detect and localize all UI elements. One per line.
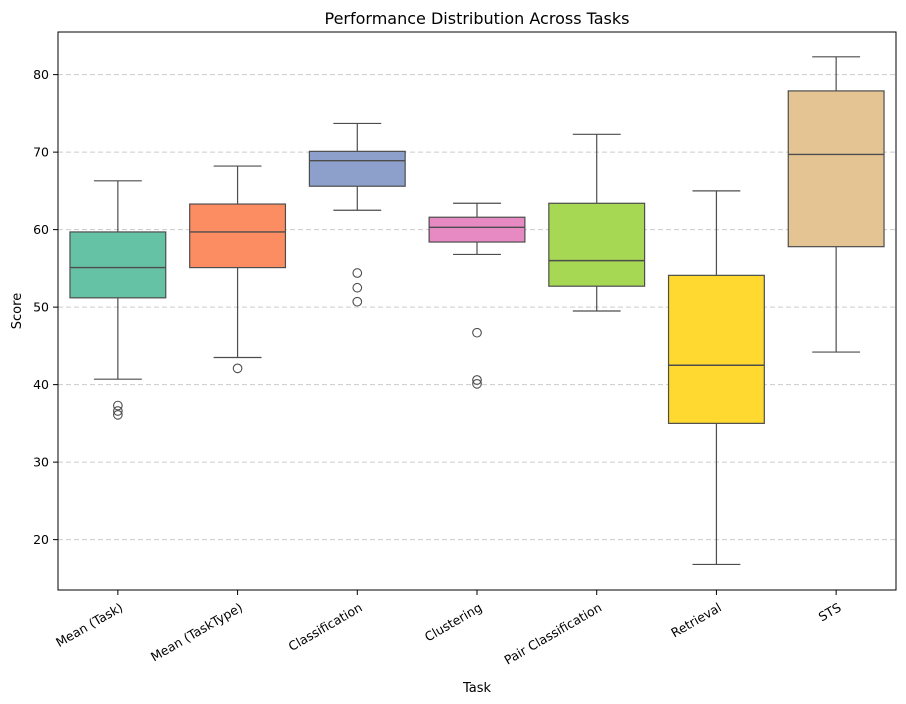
- outlier-point: [232, 363, 243, 374]
- box: [787, 90, 885, 248]
- plot-frame: [57, 31, 897, 591]
- x-tick-label: Pair Classification: [502, 600, 605, 668]
- box: [548, 202, 646, 287]
- x-tick-label: Mean (TaskType): [148, 600, 245, 665]
- box: [69, 231, 167, 299]
- y-axis-label: Score: [10, 293, 25, 329]
- y-tick-label: 40: [33, 377, 49, 392]
- outlier-point: [472, 327, 482, 338]
- box: [189, 203, 287, 269]
- box-group: [69, 180, 167, 420]
- box-group: [189, 165, 287, 374]
- box-group: [667, 190, 765, 566]
- x-tick-label: Clustering: [422, 600, 485, 645]
- y-tick-label: 80: [33, 67, 49, 82]
- outlier-point: [352, 282, 363, 293]
- outlier-point: [113, 406, 123, 416]
- y-tick-label: 60: [33, 222, 49, 237]
- box: [667, 274, 765, 424]
- x-tick-label: Retrieval: [668, 600, 724, 641]
- y-tick-label: 20: [33, 532, 49, 547]
- x-tick-label: Classification: [286, 600, 365, 654]
- y-tick-label: 30: [33, 455, 49, 470]
- x-axis-label: Task: [462, 681, 492, 696]
- y-tick-label: 50: [33, 300, 49, 315]
- outlier-point: [352, 268, 363, 278]
- outlier-point: [472, 379, 482, 389]
- chart-title: Performance Distribution Across Tasks: [324, 9, 629, 28]
- box: [308, 150, 406, 187]
- box-series: [69, 56, 885, 566]
- x-axis-ticks: Mean (Task) Mean (TaskType) Classification…: [53, 590, 844, 668]
- box-group: [308, 122, 406, 307]
- box-group: [428, 202, 526, 389]
- box-group: [548, 133, 646, 312]
- x-tick-label: STS: [816, 600, 844, 625]
- box-group: [787, 56, 885, 353]
- x-tick-label: Mean (Task): [53, 600, 125, 650]
- grid-lines: [58, 74, 896, 541]
- outlier-point: [113, 410, 123, 420]
- outlier-point: [472, 375, 482, 385]
- outlier-point: [352, 296, 363, 307]
- outlier-point: [113, 400, 123, 411]
- box: [428, 216, 526, 243]
- y-tick-label: 70: [33, 145, 49, 160]
- y-axis-ticks: 20 30 40 50 60 70 80: [33, 67, 58, 547]
